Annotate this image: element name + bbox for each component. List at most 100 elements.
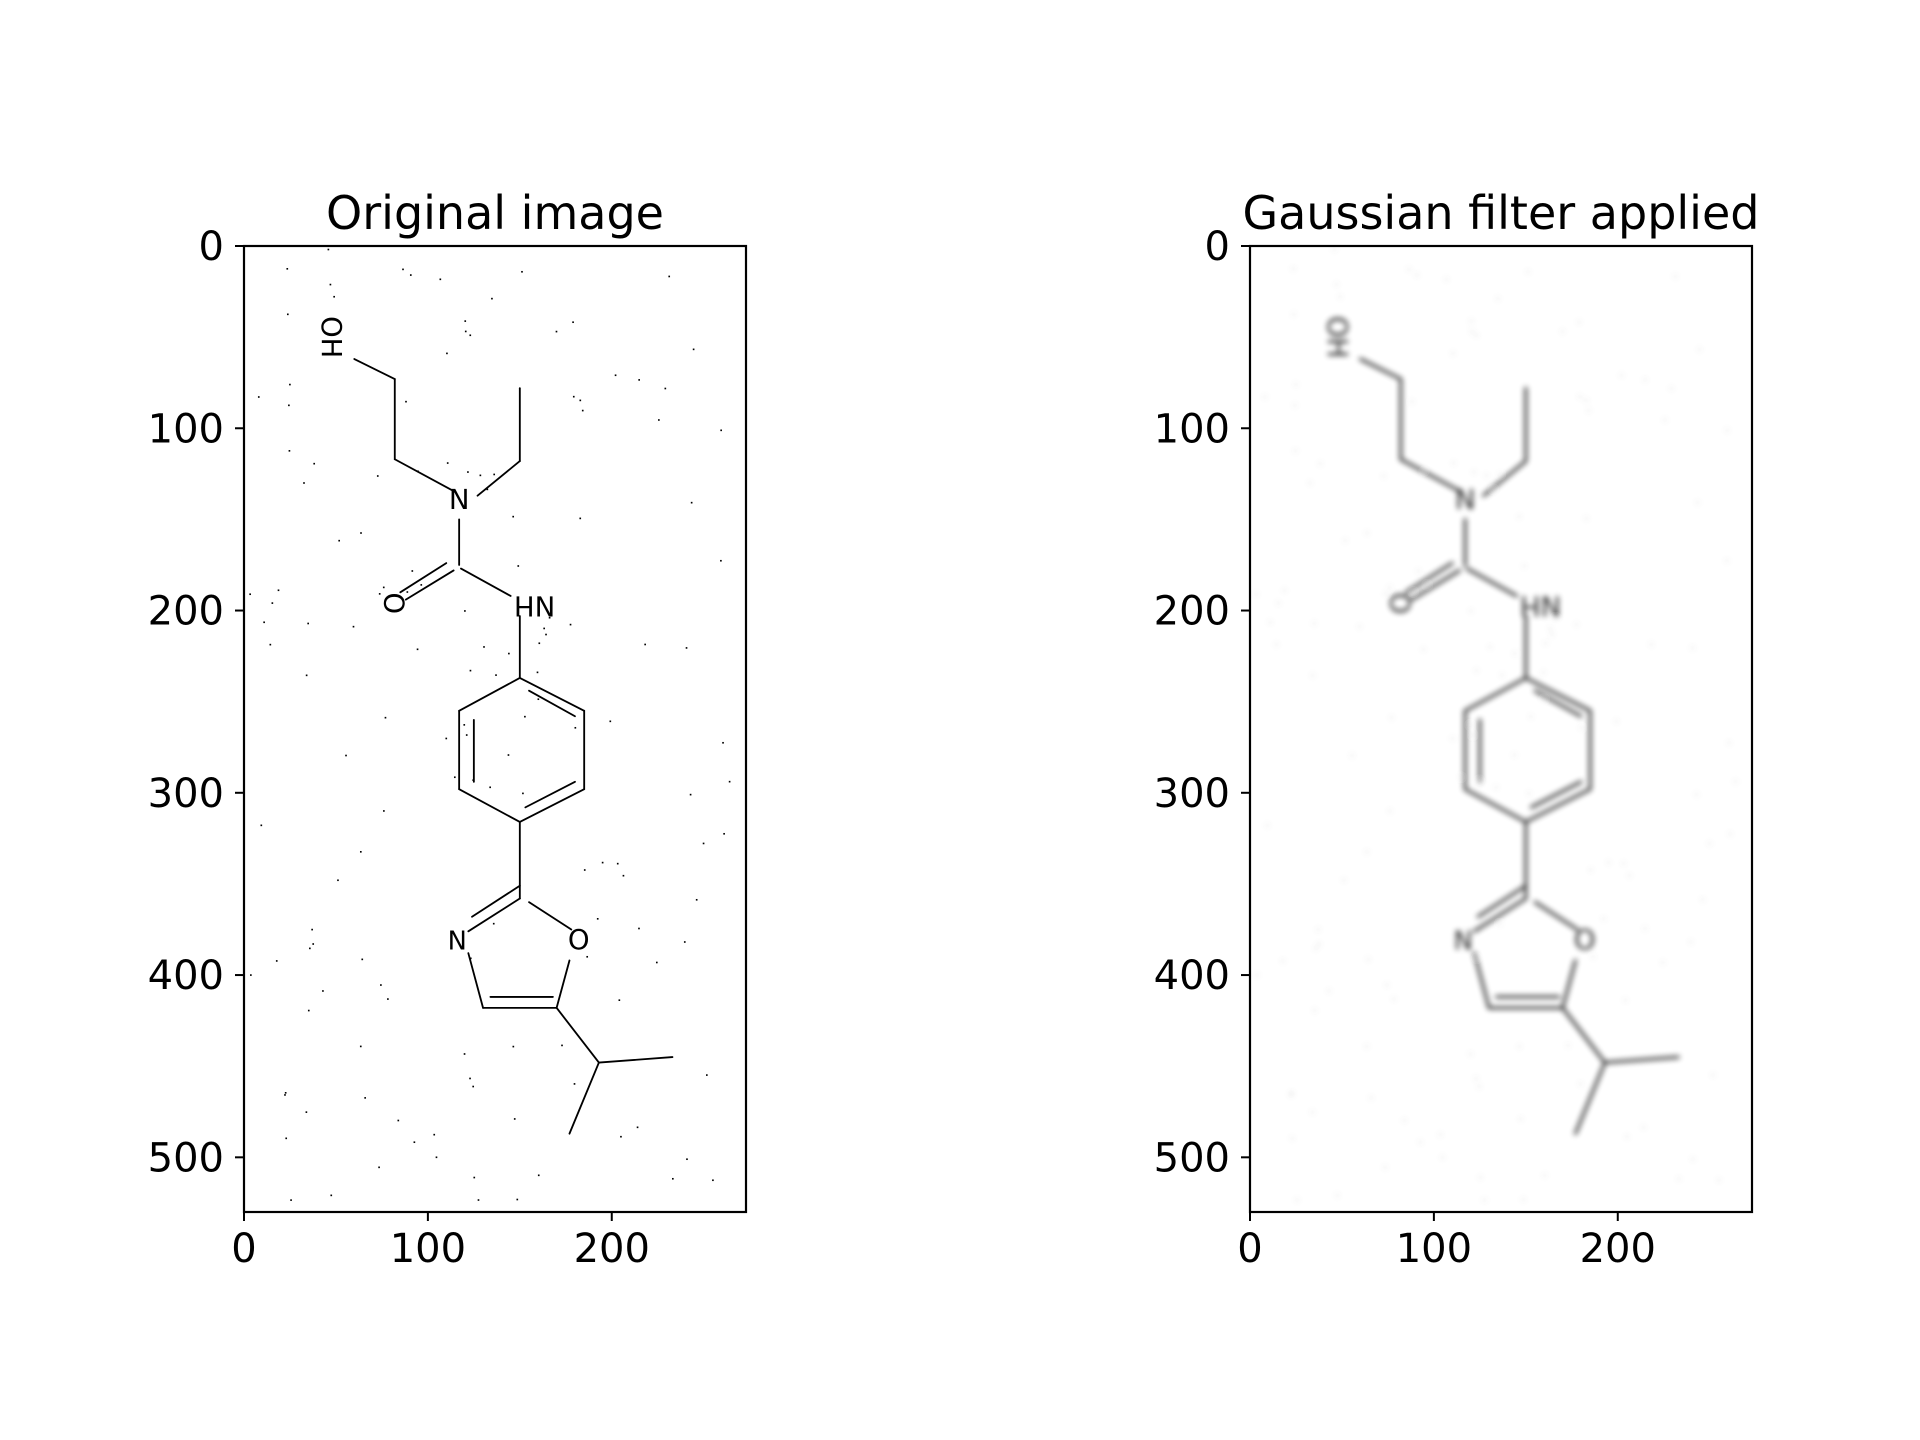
- noise-speck: [1283, 589, 1286, 592]
- y-tick-label: 400: [1154, 953, 1230, 999]
- noise-speck: [286, 267, 289, 270]
- bond-line: [1463, 676, 1528, 713]
- bond-line: [1404, 561, 1454, 594]
- noise-speck: [345, 754, 347, 757]
- noise-speck: [1728, 741, 1730, 744]
- noise-speck: [469, 334, 472, 337]
- noise-speck: [1607, 861, 1610, 864]
- bond-line: [528, 901, 573, 931]
- noise-speck: [1386, 984, 1388, 986]
- noise-speck: [1382, 475, 1385, 477]
- noise-speck: [1479, 1176, 1482, 1179]
- noise-speck: [464, 610, 466, 612]
- noise-speck: [512, 515, 515, 518]
- noise-speck: [521, 270, 523, 273]
- noise-speck: [690, 501, 693, 504]
- noise-speck: [1415, 274, 1418, 276]
- noise-speck: [309, 947, 311, 950]
- noise-speck: [1575, 623, 1578, 626]
- noise-speck: [572, 321, 574, 324]
- noise-speck: [1281, 960, 1284, 962]
- noise-speck: [609, 720, 612, 723]
- bond-line: [555, 959, 571, 1009]
- axes-frame: [1248, 244, 1754, 1214]
- noise-speck: [1255, 593, 1257, 596]
- noise-speck: [1718, 1179, 1720, 1182]
- bond-line: [1561, 1006, 1607, 1064]
- atom-label: N: [449, 482, 470, 513]
- noise-speck: [1417, 570, 1420, 572]
- noise-speck: [1664, 419, 1666, 421]
- noise-speck: [289, 383, 291, 386]
- noise-speck: [445, 737, 448, 740]
- noise-speck: [1518, 1045, 1521, 1048]
- noise-speck: [387, 998, 389, 1000]
- noise-speck: [1469, 724, 1472, 726]
- bond-line: [1603, 1055, 1680, 1064]
- noise-speck: [420, 584, 423, 586]
- noise-speck: [263, 621, 265, 624]
- noise-speck: [330, 1194, 333, 1197]
- y-tick-label: 500: [1154, 1135, 1230, 1181]
- noise-speck: [706, 1074, 708, 1076]
- noise-speck: [1295, 383, 1297, 386]
- noise-speck: [469, 957, 472, 960]
- noise-speck: [1388, 586, 1391, 589]
- noise-speck: [1309, 482, 1311, 484]
- noise-speck: [1478, 1085, 1481, 1088]
- noise-speck: [728, 780, 731, 783]
- noise-speck: [689, 793, 692, 796]
- noise-speck: [1689, 941, 1692, 943]
- noise-speck: [1263, 396, 1266, 398]
- noise-speck: [1587, 409, 1590, 412]
- noise-speck: [573, 1083, 576, 1085]
- noise-speck: [720, 429, 722, 432]
- noise-speck: [1620, 374, 1623, 377]
- atom-label: O: [568, 925, 590, 956]
- noise-speck: [260, 824, 263, 827]
- noise-speck: [536, 671, 539, 674]
- noise-speck: [1441, 1156, 1444, 1159]
- noise-speck: [579, 399, 582, 402]
- noise-speck: [286, 313, 289, 316]
- noise-speck: [1678, 1177, 1680, 1180]
- noise-speck: [537, 1174, 540, 1177]
- noise-speck: [574, 726, 577, 729]
- noise-speck: [618, 999, 621, 1002]
- noise-speck: [1419, 1141, 1422, 1144]
- bond-line: [1533, 689, 1583, 718]
- noise-speck: [1313, 622, 1315, 625]
- bond-line: [404, 569, 455, 601]
- noise-speck: [1644, 379, 1646, 381]
- noise-speck: [417, 470, 419, 473]
- noise-speck: [486, 488, 489, 491]
- noise-speck: [1554, 616, 1557, 619]
- noise-speck: [1497, 297, 1499, 300]
- y-tick-label: 100: [148, 406, 224, 452]
- noise-speck: [644, 643, 646, 646]
- bond-line: [1465, 567, 1519, 598]
- noise-speck: [1411, 400, 1413, 403]
- bond-line: [1472, 897, 1528, 933]
- noise-speck: [1691, 647, 1694, 649]
- noise-speck: [1333, 248, 1336, 251]
- noise-speck: [1478, 779, 1481, 781]
- noise-speck: [1674, 275, 1677, 278]
- noise-speck: [1543, 698, 1546, 701]
- y-tick-label: 0: [1205, 224, 1230, 270]
- noise-speck: [1311, 674, 1314, 677]
- noise-speck: [1315, 947, 1317, 950]
- noise-speck: [513, 1118, 516, 1120]
- noise-speck: [692, 348, 695, 351]
- noise-speck: [303, 482, 305, 484]
- noise-speck: [378, 1166, 380, 1169]
- noise-speck: [313, 462, 316, 465]
- noise-speck: [1701, 898, 1704, 901]
- noise-speck: [579, 517, 582, 520]
- bond-line: [458, 788, 521, 823]
- bond-line: [1476, 884, 1528, 919]
- noise-speck: [1696, 501, 1699, 504]
- noise-speck: [1622, 862, 1625, 865]
- noise-speck: [636, 1126, 639, 1129]
